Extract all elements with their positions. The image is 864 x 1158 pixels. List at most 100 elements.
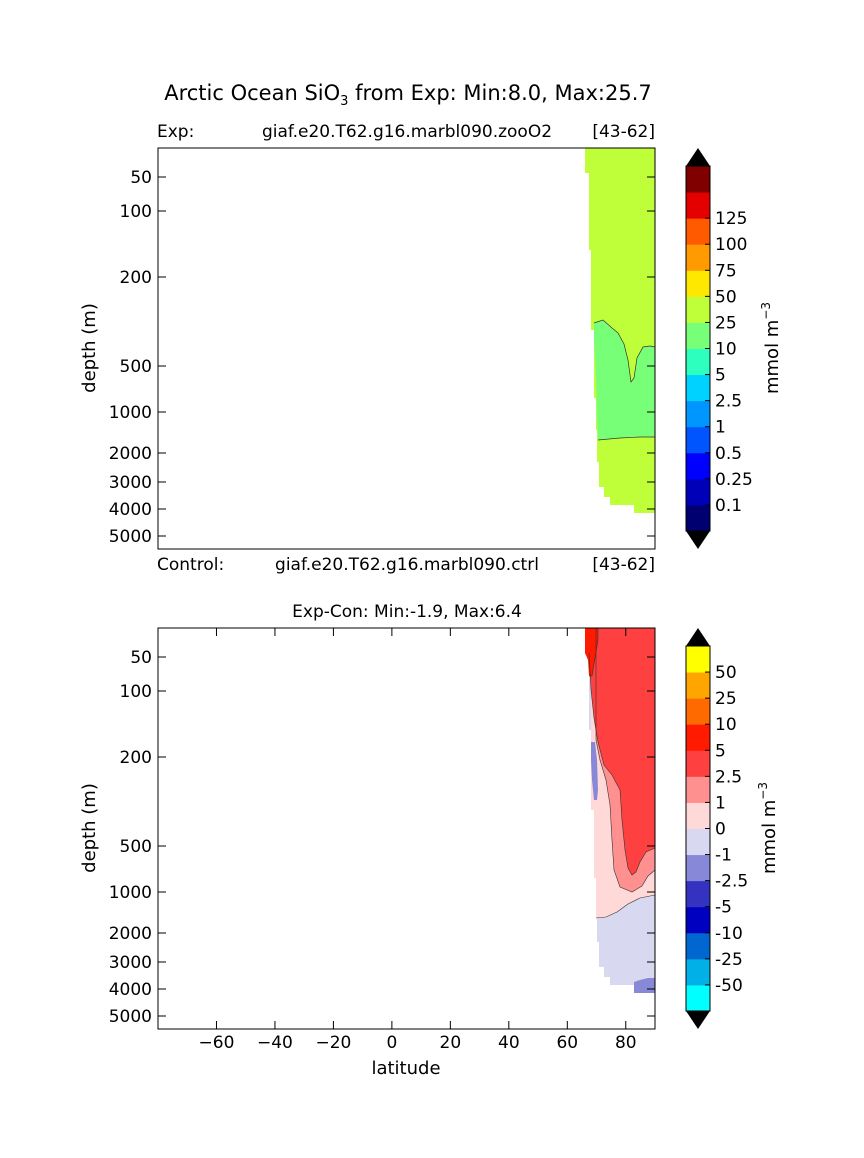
colorbar-tick-label: 100 xyxy=(715,235,747,255)
y-tick-label: 5000 xyxy=(109,527,152,547)
y-tick-label: 50 xyxy=(130,648,152,668)
colorbar-tick-label: -50 xyxy=(715,976,743,996)
colorbar-tick-label: 75 xyxy=(715,261,737,281)
colorbar-swatch xyxy=(686,802,710,829)
experiment-contours xyxy=(585,148,656,513)
colorbar-tick-label: 2.5 xyxy=(715,392,742,412)
colorbar-swatch xyxy=(686,828,710,856)
colorbar-tick-label: 0 xyxy=(715,820,726,840)
control-years: [43-62] xyxy=(592,555,655,575)
colorbar-tick-label: 10 xyxy=(715,340,737,360)
contour-region-5-10 xyxy=(594,320,655,440)
colorbar-swatch xyxy=(686,452,710,480)
colorbar-tick-label: -25 xyxy=(715,950,743,970)
x-tick-label: 80 xyxy=(615,1033,637,1053)
colorbar-swatch xyxy=(686,296,710,323)
y-tick-label: 3000 xyxy=(109,473,152,493)
y-tick-label: 200 xyxy=(120,268,152,288)
colorbar-swatch xyxy=(686,270,710,297)
difference-y-label: depth (m) xyxy=(79,783,100,873)
colorbar-swatch xyxy=(686,348,710,376)
x-tick-label: 20 xyxy=(440,1033,462,1053)
contour-line-10 xyxy=(593,319,656,383)
colorbar-swatch xyxy=(686,646,710,673)
difference-colorbar-label: mmol m−3 xyxy=(756,782,780,874)
colorbar-tick-label: 125 xyxy=(715,209,747,229)
colorbar-swatch xyxy=(686,244,710,271)
colorbar-extend-min xyxy=(686,531,710,549)
colorbar-tick-label: -5 xyxy=(715,898,732,918)
exp-case-name: giaf.e20.T62.g16.marbl090.zooO2 xyxy=(262,122,552,142)
experiment-colorbar: 0.1 0.25 0.5 1 2.5 5 10 25 50 75 100 125 xyxy=(685,148,753,549)
colorbar-tick-label: 0.1 xyxy=(715,496,742,516)
colorbar-swatch xyxy=(686,192,710,219)
x-tick-label: 40 xyxy=(498,1033,520,1053)
y-tick-label: 1000 xyxy=(109,883,152,903)
colorbar-swatch xyxy=(686,880,710,908)
colorbar-tick-label: 5 xyxy=(715,366,726,386)
colorbar-tick-label: 0.25 xyxy=(715,470,753,490)
colorbar-tick-label: 25 xyxy=(715,313,737,333)
colorbar-swatch xyxy=(686,750,710,777)
x-tick-label: 60 xyxy=(556,1033,578,1053)
y-tick-label: 4000 xyxy=(109,980,152,1000)
colorbar-swatch xyxy=(686,400,710,428)
experiment-panel: 50 100 200 500 1000 2000 3000 4000 5000 depth (m… xyxy=(79,147,783,550)
exp-label: Exp: xyxy=(157,122,194,142)
colorbar-tick-label: -2.5 xyxy=(715,872,748,892)
colorbar-tick-label: 1 xyxy=(715,418,726,438)
y-tick-label: 50 xyxy=(130,168,152,188)
colorbar-tick-label: 2.5 xyxy=(715,767,742,787)
y-tick-label: 200 xyxy=(120,748,152,768)
exp-years: [43-62] xyxy=(592,122,655,142)
y-tick-label: 3000 xyxy=(109,953,152,973)
colorbar-tick-label: 1 xyxy=(715,793,726,813)
colorbar-swatch xyxy=(686,958,710,986)
colorbar-swatch xyxy=(686,322,710,349)
colorbar-swatch xyxy=(686,724,710,751)
colorbar-swatch xyxy=(686,854,710,882)
colorbar-swatch xyxy=(686,478,710,506)
colorbar-tick-label: 50 xyxy=(715,287,737,307)
contour-line-a xyxy=(595,894,656,919)
contour-region-2.5-5 xyxy=(585,628,655,875)
colorbar-extend-min xyxy=(686,1011,710,1029)
y-tick-label: 100 xyxy=(120,682,152,702)
control-case-name: giaf.e20.T62.g16.marbl090.ctrl xyxy=(275,555,539,575)
colorbar-tick-label: 10 xyxy=(715,715,737,735)
y-tick-label: 500 xyxy=(120,357,152,377)
x-tick-label: 0 xyxy=(386,1033,397,1053)
colorbar-tick-label: 25 xyxy=(715,689,737,709)
colorbar-tick-label: 50 xyxy=(715,663,737,683)
colorbar-swatch xyxy=(686,166,710,193)
colorbar-swatch xyxy=(686,932,710,960)
x-tick-label: −20 xyxy=(315,1033,351,1053)
y-tick-label: 100 xyxy=(120,202,152,222)
y-tick-label: 500 xyxy=(120,837,152,857)
contour-line-c xyxy=(588,652,656,876)
colorbar-swatch xyxy=(686,672,710,699)
difference-y-axis: 50 100 200 500 1000 2000 3000 4000 5000 xyxy=(109,648,655,1027)
colorbar-extend-max xyxy=(686,628,710,646)
colorbar-extend-max xyxy=(686,148,710,166)
colorbar-swatch xyxy=(686,698,710,725)
y-tick-label: 2000 xyxy=(109,444,152,464)
contour-line-10b xyxy=(597,436,655,441)
colorbar-tick-label: 0.5 xyxy=(715,444,742,464)
difference-contours xyxy=(585,628,656,993)
experiment-plot-frame xyxy=(157,147,656,550)
difference-x-label: latitude xyxy=(371,1058,440,1079)
y-tick-label: 2000 xyxy=(109,924,152,944)
y-tick-label: 5000 xyxy=(109,1007,152,1027)
experiment-colorbar-label: mmol m−3 xyxy=(759,302,783,394)
y-tick-label: 1000 xyxy=(109,403,152,423)
colorbar-swatch xyxy=(686,906,710,934)
experiment-y-label: depth (m) xyxy=(79,303,100,393)
control-label: Control: xyxy=(157,555,224,575)
colorbar-tick-label: -10 xyxy=(715,924,743,944)
x-tick-label: −60 xyxy=(199,1033,235,1053)
y-tick-label: 4000 xyxy=(109,500,152,520)
